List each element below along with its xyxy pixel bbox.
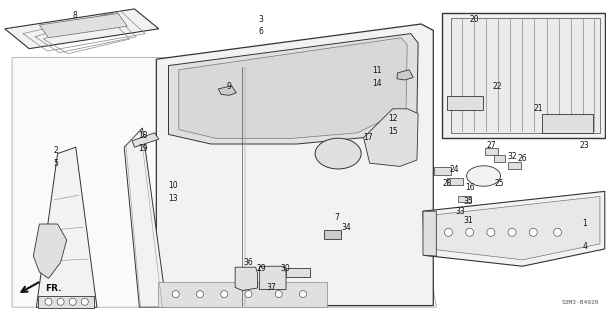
Polygon shape [39, 13, 127, 38]
Polygon shape [324, 230, 341, 239]
Text: 33: 33 [456, 207, 465, 216]
Ellipse shape [467, 166, 501, 186]
Text: 21: 21 [533, 104, 543, 113]
Circle shape [45, 298, 52, 305]
Text: 19: 19 [138, 144, 148, 153]
Polygon shape [156, 24, 433, 306]
Text: 23: 23 [580, 141, 590, 150]
Polygon shape [434, 167, 451, 175]
Polygon shape [235, 267, 258, 291]
Text: 7: 7 [335, 213, 339, 222]
Text: 18: 18 [138, 132, 148, 140]
Polygon shape [442, 13, 605, 138]
Text: 4: 4 [582, 242, 587, 251]
Text: 31: 31 [464, 216, 473, 225]
Text: 5: 5 [53, 159, 58, 168]
Polygon shape [12, 58, 436, 307]
Polygon shape [494, 155, 505, 162]
Ellipse shape [315, 138, 361, 169]
Circle shape [553, 228, 562, 236]
Polygon shape [168, 34, 418, 144]
Circle shape [529, 228, 538, 236]
Text: 6: 6 [258, 28, 263, 36]
Text: 13: 13 [168, 194, 178, 203]
Text: 22: 22 [492, 82, 502, 91]
Circle shape [69, 298, 76, 305]
Text: 2: 2 [53, 146, 58, 155]
Polygon shape [447, 96, 483, 110]
Polygon shape [33, 224, 67, 278]
Polygon shape [447, 178, 463, 185]
Polygon shape [132, 133, 159, 147]
Circle shape [275, 291, 282, 298]
Text: 20: 20 [469, 15, 479, 24]
Text: 12: 12 [388, 114, 398, 123]
Text: 28: 28 [442, 180, 452, 188]
Text: 27: 27 [486, 141, 496, 150]
Text: 24: 24 [450, 165, 459, 174]
Circle shape [81, 298, 88, 305]
Text: S3M3-B4920: S3M3-B4920 [561, 300, 599, 305]
Text: 9: 9 [227, 82, 231, 91]
Circle shape [57, 298, 64, 305]
Circle shape [299, 291, 307, 298]
Polygon shape [397, 70, 413, 80]
Polygon shape [433, 196, 600, 260]
Circle shape [487, 228, 495, 236]
Text: 34: 34 [341, 223, 351, 232]
Text: 30: 30 [280, 264, 290, 273]
Polygon shape [38, 296, 94, 308]
Text: 14: 14 [372, 79, 382, 88]
Text: 16: 16 [465, 183, 475, 192]
Polygon shape [364, 109, 418, 166]
Circle shape [245, 291, 252, 298]
Text: 17: 17 [363, 133, 373, 142]
Polygon shape [124, 128, 167, 307]
Text: 32: 32 [507, 152, 517, 161]
Polygon shape [218, 86, 236, 95]
Text: 25: 25 [494, 180, 504, 188]
Text: 3: 3 [258, 15, 263, 24]
Polygon shape [179, 38, 407, 139]
Text: FR.: FR. [45, 284, 62, 293]
Polygon shape [451, 18, 600, 133]
Circle shape [221, 291, 228, 298]
Circle shape [465, 228, 474, 236]
Polygon shape [542, 114, 593, 133]
Circle shape [196, 291, 204, 298]
Text: 36: 36 [244, 258, 253, 267]
Text: 29: 29 [257, 264, 267, 273]
Text: 37: 37 [267, 284, 276, 292]
Polygon shape [5, 9, 159, 49]
Text: 1: 1 [582, 220, 587, 228]
Text: 15: 15 [388, 127, 398, 136]
Polygon shape [158, 282, 327, 307]
Polygon shape [36, 147, 97, 307]
Circle shape [444, 228, 453, 236]
Polygon shape [259, 266, 286, 290]
Text: 35: 35 [464, 197, 473, 206]
Polygon shape [423, 211, 436, 256]
Polygon shape [508, 162, 521, 169]
Polygon shape [286, 268, 310, 277]
Polygon shape [458, 196, 471, 202]
Text: 8: 8 [73, 11, 78, 20]
Circle shape [172, 291, 179, 298]
Text: 26: 26 [518, 154, 527, 163]
Polygon shape [485, 148, 498, 155]
Polygon shape [423, 191, 605, 266]
Circle shape [508, 228, 516, 236]
Text: 11: 11 [372, 66, 382, 75]
Text: 10: 10 [168, 181, 178, 190]
